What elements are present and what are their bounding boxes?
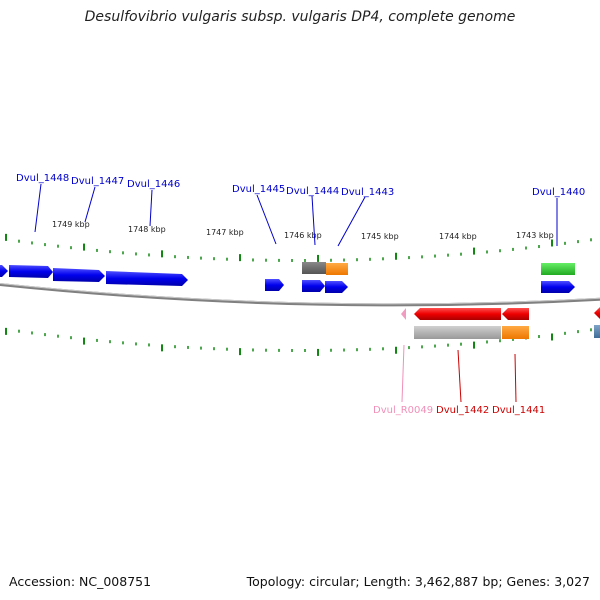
gene-dvul-1443-block[interactable] [326,263,348,275]
gene-label-dvul-1442[interactable]: Dvul_1442 [436,405,489,416]
leader-lines [34,183,558,403]
genome-stats-text: Topology: circular; Length: 3,462,887 bp… [246,574,590,589]
ruler-ticks-bottom [5,327,592,356]
gene-dvul-1442-block[interactable] [414,326,501,339]
ruler-label-1743: 1743 kbp [516,231,554,240]
gene-dvul-1441-arrow[interactable] [502,308,529,320]
gene-dvul-1443-arrow[interactable] [325,281,348,293]
gene-arrow[interactable] [53,268,105,282]
gene-dvul-1442-arrow[interactable] [414,308,501,320]
ruler-ticks-top [5,233,592,262]
gene-dvul-1440-arrow[interactable] [541,281,575,293]
ruler-label-1744: 1744 kbp [439,232,477,241]
ruler-label-1748: 1748 kbp [128,225,166,234]
ruler-label-1749: 1749 kbp [52,220,90,229]
map-title: Desulfovibrio vulgaris subsp. vulgaris D… [84,9,516,25]
gene-dvul-r0049-arrow[interactable] [401,308,406,320]
gene-label-dvul-1446[interactable]: Dvul_1446 [127,179,180,190]
gene-label-dvul-1440[interactable]: Dvul_1440 [532,187,585,198]
gene-label-dvul-r0049[interactable]: Dvul_R0049 [373,405,433,416]
gene-dvul-1448-arrow[interactable] [0,265,8,277]
gene-dvul-1444-arrow[interactable] [302,280,325,292]
gene-dvul-1446-arrow[interactable] [106,271,188,286]
gene-arrow-edge[interactable] [594,307,600,319]
gene-dvul-1445-arrow[interactable] [265,279,284,291]
gene-label-dvul-1441[interactable]: Dvul_1441 [492,405,545,416]
genome-backbone-highlight [0,283,600,305]
ruler-label-1745: 1745 kbp [361,232,399,241]
gene-label-dvul-1448[interactable]: Dvul_1448 [16,173,69,184]
gene-label-dvul-1445[interactable]: Dvul_1445 [232,184,285,195]
gene-block-edge[interactable] [594,325,600,338]
gene-label-dvul-1443[interactable]: Dvul_1443 [341,187,394,198]
ruler-label-1747: 1747 kbp [206,228,244,237]
gene-arrow[interactable] [9,265,53,278]
gene-label-dvul-1447[interactable]: Dvul_1447 [71,176,124,187]
gene-label-dvul-1444[interactable]: Dvul_1444 [286,186,339,197]
gene-dvul-1441-block[interactable] [502,326,529,339]
ruler-label-1746: 1746 kbp [284,231,322,240]
gene-dvul-1444-block[interactable] [302,262,326,274]
gene-dvul-1440-block[interactable] [541,263,575,275]
accession-text: Accession: NC_008751 [9,574,152,589]
genome-backbone [0,283,600,307]
